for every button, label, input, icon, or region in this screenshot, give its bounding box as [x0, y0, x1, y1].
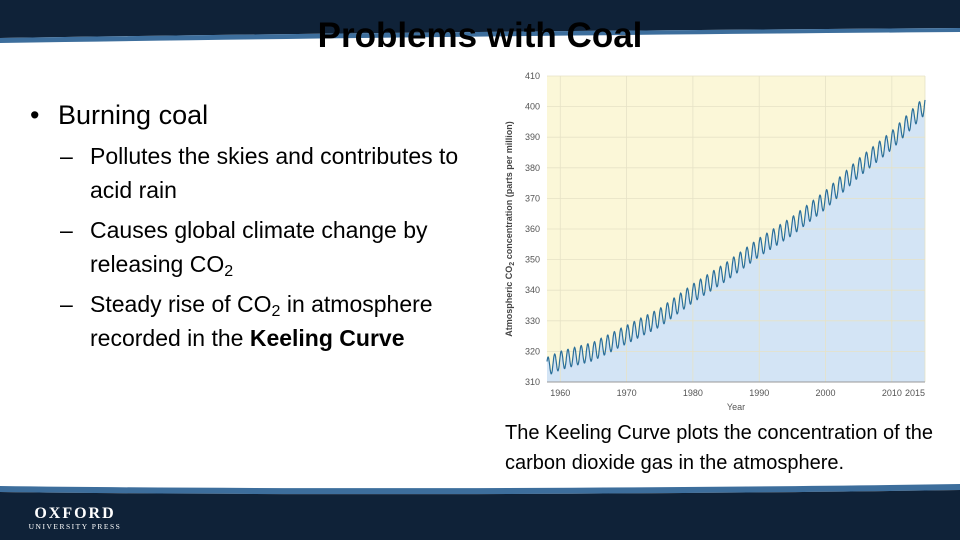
y-tick-label: 360 [525, 224, 540, 234]
y-tick-label: 390 [525, 132, 540, 142]
header-band-accent [0, 28, 960, 43]
bullet-dot: • [30, 100, 40, 130]
y-tick-label: 370 [525, 193, 540, 203]
y-axis-label-sub: 2 [509, 262, 516, 266]
x-tick-labels: 1960 1970 1980 1990 2000 2010 2015 [550, 388, 925, 398]
y-tick-label: 340 [525, 285, 540, 295]
y-tick-label: 330 [525, 316, 540, 326]
y-tick-label: 320 [525, 346, 540, 356]
dash-marker: – [60, 217, 73, 243]
x-tick-label: 2000 [816, 388, 836, 398]
sub-bullet-climate-change: – Causes global climate change by releasi… [60, 213, 480, 281]
footer-band-dark [0, 490, 960, 540]
sub-bullet-acid-rain: – Pollutes the skies and contributes to a… [60, 139, 480, 207]
x-tick-label: 1960 [550, 388, 570, 398]
subscript: 2 [224, 263, 234, 280]
chart-caption: The Keeling Curve plots the concentratio… [505, 422, 934, 474]
subscript: 2 [271, 303, 281, 320]
y-axis-label-post: concentration (parts per million) [504, 121, 514, 262]
x-axis-label: Year [727, 402, 745, 412]
x-tick-label: 1990 [749, 388, 769, 398]
x-tick-label: 2010 [882, 388, 902, 398]
x-tick-label: 1980 [683, 388, 703, 398]
sub-bullet-text: Steady rise of CO [90, 291, 272, 317]
sub-bullet-keeling: – Steady rise of CO2 in atmosphere record… [60, 287, 480, 355]
y-axis-label-pre: Atmospheric CO [504, 266, 514, 337]
header-band-dark [0, 0, 960, 38]
oxford-logo: OXFORD UNIVERSITY PRESS [20, 505, 130, 532]
y-tick-label: 350 [525, 255, 540, 265]
y-tick-labels: 310 320 330 340 350 360 370 380 390 400 410 [525, 71, 540, 387]
header-band [0, 0, 960, 43]
y-tick-label: 410 [525, 71, 540, 81]
keeling-curve-term: Keeling Curve [249, 325, 405, 351]
bullet-main-text: Burning coal [58, 100, 209, 130]
sub-bullet-text: Causes global climate change by releasin… [90, 217, 428, 277]
slide-title: Problems with Coal [317, 16, 643, 55]
sub-bullet-text: Pollutes the skies and contributes to ac… [90, 143, 459, 203]
footer-band [0, 484, 960, 540]
logo-line2: UNIVERSITY PRESS [28, 522, 122, 531]
chart-area-fill [547, 99, 925, 383]
dash-marker: – [60, 291, 73, 317]
series-line-co2 [546, 99, 926, 375]
y-tick-label: 400 [525, 102, 540, 112]
dash-marker: – [60, 143, 73, 169]
bullet-main: • Burning coal [30, 100, 480, 131]
footer-band-accent [0, 484, 960, 495]
logo-line1: OXFORD [34, 505, 116, 522]
sub-bullet-text-cont: in atmosphere recorded in the [90, 291, 433, 351]
y-tick-label: 380 [525, 163, 540, 173]
x-tick-label: 2015 [905, 388, 925, 398]
bullet-list: • Burning coal – Pollutes the skies and c… [30, 100, 480, 361]
x-tick-label: 1970 [617, 388, 637, 398]
y-axis-label: Atmospheric CO2 concentration (parts per… [504, 121, 516, 336]
y-tick-label: 310 [525, 377, 540, 387]
